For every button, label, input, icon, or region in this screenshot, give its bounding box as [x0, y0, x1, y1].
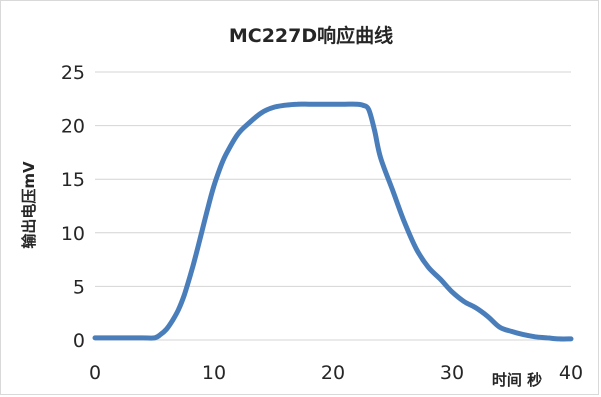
- chart-title: MC227D响应曲线: [229, 24, 393, 47]
- y-axis-title: 输出电压mV: [20, 161, 38, 249]
- y-tick-label: 15: [61, 169, 85, 191]
- x-axis-title: 时间 秒: [492, 371, 542, 389]
- x-tick-label: 40: [559, 362, 583, 384]
- y-tick-label: 25: [61, 62, 85, 84]
- grid-lines: [95, 71, 571, 341]
- x-axis-ticks: 0 10 20 30 40: [89, 362, 583, 384]
- x-tick-label: 30: [440, 362, 464, 384]
- x-tick-label: 10: [202, 362, 226, 384]
- x-tick-label: 20: [321, 362, 345, 384]
- y-tick-label: 5: [73, 276, 85, 298]
- y-tick-label: 20: [61, 116, 85, 138]
- y-tick-label: 10: [61, 223, 85, 245]
- series-group: [92, 101, 574, 342]
- y-axis-ticks: 0 5 10 15 20 25: [61, 62, 85, 352]
- x-tick-label: 0: [89, 362, 101, 384]
- series-line-0: [92, 101, 574, 342]
- y-tick-label: 0: [73, 330, 85, 352]
